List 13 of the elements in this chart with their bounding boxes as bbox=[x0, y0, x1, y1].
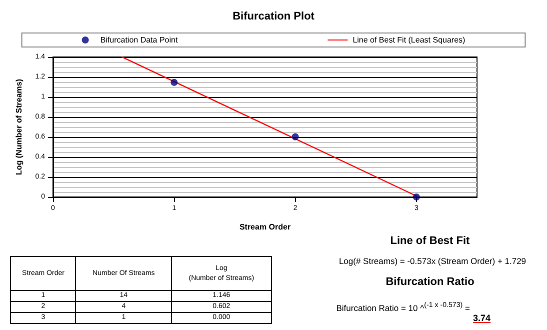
text: Line of Best Fit bbox=[389, 235, 471, 247]
x-axis-title: Stream Order bbox=[239, 222, 291, 232]
text: Log(# Streams) = -0.573x (Stream Order) + 1.729 bbox=[338, 256, 528, 266]
text: Bifurcation Ratio bbox=[384, 276, 476, 288]
y-axis-title: Log (Number of Streams) bbox=[14, 78, 24, 176]
point bbox=[412, 194, 420, 200]
legend-label: Line of Best Fit (Least Squares) bbox=[352, 36, 466, 44]
text: 3.74 bbox=[473, 313, 492, 323]
point bbox=[170, 78, 178, 86]
chart-title: Bifurcation Plot bbox=[232, 10, 315, 22]
point bbox=[292, 133, 299, 140]
legend-label: Bifurcation Data Point bbox=[100, 36, 178, 44]
text: Bifurcation Ratio = 10 ^$^{(-1 x -0.573)}$ = bbox=[335, 300, 470, 314]
